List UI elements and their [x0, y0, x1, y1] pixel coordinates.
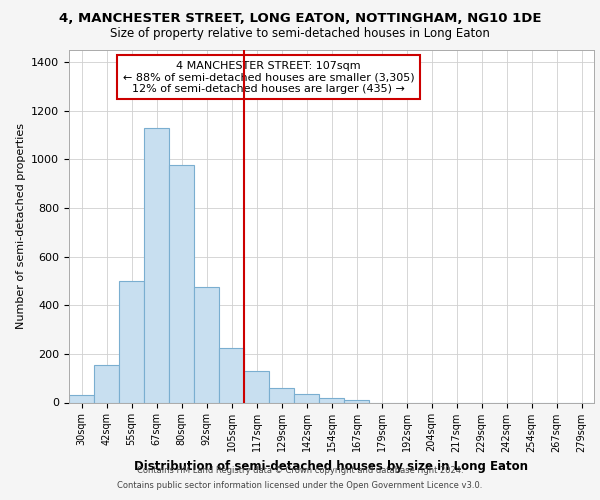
Bar [119, 281, 144, 402]
Bar [169, 166, 194, 402]
Bar [194, 287, 219, 403]
Bar [69, 395, 94, 402]
Bar [244, 371, 269, 402]
Bar [219, 348, 244, 403]
Text: Contains HM Land Registry data © Crown copyright and database right 2024.: Contains HM Land Registry data © Crown c… [137, 466, 463, 475]
Text: Contains public sector information licensed under the Open Government Licence v3: Contains public sector information licen… [118, 481, 482, 490]
Y-axis label: Number of semi-detached properties: Number of semi-detached properties [16, 123, 26, 329]
X-axis label: Distribution of semi-detached houses by size in Long Eaton: Distribution of semi-detached houses by … [134, 460, 529, 473]
Bar [344, 400, 369, 402]
Text: Size of property relative to semi-detached houses in Long Eaton: Size of property relative to semi-detach… [110, 28, 490, 40]
Text: 4, MANCHESTER STREET, LONG EATON, NOTTINGHAM, NG10 1DE: 4, MANCHESTER STREET, LONG EATON, NOTTIN… [59, 12, 541, 26]
Bar [319, 398, 344, 402]
Bar [144, 128, 169, 402]
Bar [94, 365, 119, 403]
Bar [294, 394, 319, 402]
Text: 4 MANCHESTER STREET: 107sqm
← 88% of semi-detached houses are smaller (3,305)
12: 4 MANCHESTER STREET: 107sqm ← 88% of sem… [122, 60, 415, 94]
Bar [269, 388, 294, 402]
